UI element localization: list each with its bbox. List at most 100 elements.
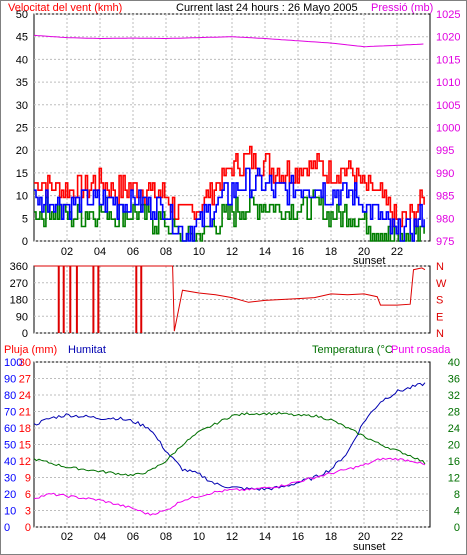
rain-axis-title: Pluja (mm) (4, 344, 57, 356)
rain-tick-label: 90 (4, 374, 16, 386)
wind-tick-label: 25 (16, 123, 28, 135)
direction-tick-label: 270 (10, 278, 28, 290)
dewpoint-axis-title: Punt rosada (391, 344, 451, 356)
pressure-tick-label: 1020 (436, 32, 460, 44)
wind-tick-label: 10 (16, 191, 28, 203)
direction-series (34, 265, 426, 332)
sunset-label-top: sunset (353, 255, 385, 267)
humidity-tick-label: 3 (25, 506, 31, 518)
humidity-tick-label: 27 (19, 374, 31, 386)
hour-tick-label: 16 (292, 531, 304, 543)
compass-tick-label: E (436, 311, 443, 323)
period-title: Current last 24 hours : 26 Mayo 2005 (176, 2, 358, 14)
hour-tick-label: 12 (226, 246, 238, 258)
direction-tick-label: 90 (16, 311, 28, 323)
pressure-tick-label: 1025 (436, 9, 460, 21)
temperature-tick-label: 24 (448, 423, 460, 435)
temperature-tick-label: 32 (448, 390, 460, 402)
humidity-tick-label: 0 (25, 522, 31, 534)
hour-tick-label: 14 (259, 246, 271, 258)
temperature-tick-label: 16 (448, 456, 460, 468)
temperature-series (33, 411, 426, 477)
pressure-tick-label: 980 (436, 213, 454, 225)
pressure-title: Pressió (mb) (371, 2, 433, 14)
wind-tick-label: 40 (16, 54, 28, 66)
compass-tick-label: N (436, 328, 444, 340)
hour-tick-label: 04 (94, 246, 106, 258)
compass-tick-label: N (436, 261, 444, 273)
hour-tick-label: 22 (391, 246, 403, 258)
humidity-tick-label: 15 (19, 440, 31, 452)
rain-tick-label: 0 (4, 522, 10, 534)
temperature-tick-label: 20 (448, 440, 460, 452)
pressure-tick-label: 1015 (436, 54, 460, 66)
pressure-tick-label: 990 (436, 168, 454, 180)
rain-tick-label: 10 (4, 506, 16, 518)
pressure-tick-label: 1005 (436, 100, 460, 112)
rain-tick-label: 70 (4, 407, 16, 419)
rain-tick-label: 30 (4, 473, 16, 485)
rain-tick-label: 50 (4, 440, 16, 452)
wind-tick-label: 35 (16, 77, 28, 89)
humidity-tick-label: 24 (19, 390, 31, 402)
hour-tick-label: 10 (193, 246, 205, 258)
hour-tick-label: 12 (226, 531, 238, 543)
hour-tick-label: 14 (259, 531, 271, 543)
pressure-tick-label: 995 (436, 145, 454, 157)
humidity-tick-label: 9 (25, 473, 31, 485)
hour-tick-label: 08 (160, 531, 172, 543)
wind-tick-label: 15 (16, 168, 28, 180)
rain-tick-label: 80 (4, 390, 16, 402)
temperature-tick-label: 28 (448, 407, 460, 419)
rain-tick-label: 40 (4, 456, 16, 468)
wind-tick-label: 20 (16, 145, 28, 157)
humidity-tick-label: 6 (25, 489, 31, 501)
temperature-tick-label: 12 (448, 473, 460, 485)
hour-tick-label: 20 (358, 246, 370, 258)
humidity-tick-label: 30 (19, 357, 31, 369)
pressure-tick-label: 1010 (436, 77, 460, 89)
sunset-label-bottom: sunset (353, 541, 385, 553)
wind-tick-label: 30 (16, 100, 28, 112)
direction-tick-label: 0 (22, 328, 28, 340)
humidity-axis-title: Humitat (68, 344, 106, 356)
temperature-tick-label: 40 (448, 357, 460, 369)
wind-title: Velocitat del vent (kmh) (8, 2, 122, 14)
dewpoint-series (33, 457, 426, 516)
wind-tick-label: 50 (16, 9, 28, 21)
hour-tick-label: 18 (325, 531, 337, 543)
temperature-tick-label: 36 (448, 374, 460, 386)
temperature-tick-label: 4 (454, 506, 460, 518)
rain-tick-label: 100 (4, 357, 22, 369)
wind-max-series (34, 145, 425, 228)
direction-tick-label: 360 (10, 261, 28, 273)
wind-tick-label: 5 (22, 213, 28, 225)
hour-tick-label: 16 (292, 246, 304, 258)
hour-tick-label: 22 (391, 531, 403, 543)
temperature-axis-title: Temperatura (°C (312, 344, 393, 356)
rain-tick-label: 20 (4, 489, 16, 501)
hour-tick-label: 04 (94, 531, 106, 543)
hour-tick-label: 20 (358, 531, 370, 543)
pressure-series (33, 34, 424, 48)
wind-avg-series (34, 167, 425, 242)
compass-tick-label: S (436, 295, 443, 307)
rain-tick-label: 60 (4, 423, 16, 435)
humidity-series (33, 382, 426, 491)
hour-tick-label: 02 (61, 531, 73, 543)
temperature-tick-label: 8 (454, 489, 460, 501)
wind-tick-label: 0 (22, 236, 28, 248)
pressure-tick-label: 985 (436, 191, 454, 203)
humidity-tick-label: 21 (19, 407, 31, 419)
direction-tick-label: 180 (10, 295, 28, 307)
pressure-tick-label: 975 (436, 236, 454, 248)
hour-tick-label: 06 (127, 246, 139, 258)
hour-tick-label: 02 (61, 246, 73, 258)
hour-tick-label: 18 (325, 246, 337, 258)
hour-tick-label: 08 (160, 246, 172, 258)
wind-tick-label: 45 (16, 32, 28, 44)
hour-tick-label: 06 (127, 531, 139, 543)
hour-tick-label: 10 (193, 531, 205, 543)
humidity-tick-label: 12 (19, 456, 31, 468)
